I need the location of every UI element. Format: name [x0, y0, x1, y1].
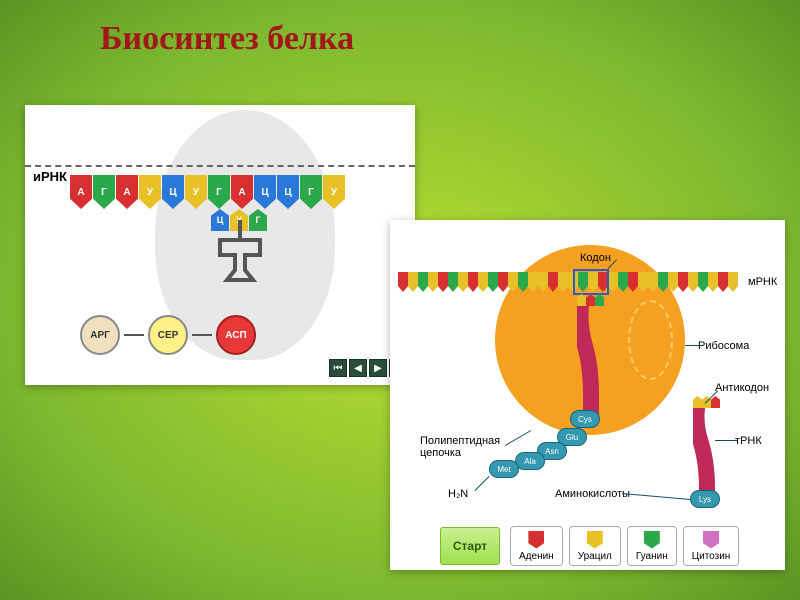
nav-button[interactable]: ◀ — [349, 359, 367, 377]
nucleotide-sm — [688, 272, 698, 292]
amino-acid-chain-left: АРГ СЕР АСП — [80, 315, 256, 355]
nucleotide-sm — [658, 272, 668, 292]
anticodon-nuc-sm — [711, 396, 720, 408]
line-poly — [505, 430, 531, 446]
legend-item: Урацил — [569, 526, 621, 566]
poly-amino-acid: Cys — [570, 410, 600, 428]
poly-amino-acid: Ala — [515, 452, 545, 470]
nucleotide-sm — [538, 272, 548, 292]
legend-bar: Старт Аденин Урацил Гуанин Цитозин — [440, 526, 779, 566]
label-anticodon: Антикодон — [715, 382, 769, 394]
anticodon-nuc-sm — [693, 396, 702, 408]
nucleotide-sm — [648, 272, 658, 292]
mrna-label-left: иРНК — [33, 169, 67, 184]
legend-label: Аденин — [519, 551, 554, 562]
nucleotide: Г — [208, 175, 230, 209]
legend-item: Цитозин — [683, 526, 740, 566]
label-codon: Кодон — [580, 252, 611, 264]
nucleotide-sm — [618, 272, 628, 292]
legend-item: Гуанин — [627, 526, 677, 566]
peptide-bond — [124, 334, 144, 336]
translation-panel-left: иРНК АГАУЦУГАЦЦГУ ЦУГ АРГСЕРАСП ⏮◀▶⏭ — [25, 105, 415, 385]
line-aa — [622, 493, 692, 500]
legend-swatch — [644, 531, 660, 549]
label-aminoacids: Аминокислоты — [555, 488, 630, 500]
page-title: Биосинтез белка — [100, 20, 354, 58]
nucleotide-sm — [498, 272, 508, 292]
nucleotide-sm — [548, 272, 558, 292]
nucleotide-sm — [678, 272, 688, 292]
nucleotide-sm — [718, 272, 728, 292]
codon-highlight — [573, 269, 609, 295]
nucleotide-sm — [668, 272, 678, 292]
nucleotide: Г — [93, 175, 115, 209]
nav-button[interactable]: ▶ — [369, 359, 387, 377]
nucleotide-sm — [408, 272, 418, 292]
nucleotide: А — [231, 175, 253, 209]
nucleotide: У — [185, 175, 207, 209]
line-ribosome — [685, 345, 700, 346]
nucleotide-sm — [418, 272, 428, 292]
amino-acid: АСП — [216, 315, 256, 355]
amino-acid: СЕР — [148, 315, 188, 355]
translation-panel-right: Кодон мРНК Рибосома Антикодон тРНК Полип… — [390, 220, 785, 570]
nucleotide-sm — [728, 272, 738, 292]
mrna-line — [25, 165, 415, 167]
nucleotide-sm — [628, 272, 638, 292]
legend-item: Аденин — [510, 526, 563, 566]
start-button[interactable]: Старт — [440, 527, 500, 565]
nucleotide: У — [139, 175, 161, 209]
line-trna — [715, 440, 737, 441]
nucleotide-sm — [528, 272, 538, 292]
nucleotide-sm — [608, 272, 618, 292]
nucleotide: Ц — [277, 175, 299, 209]
nucleotide: А — [116, 175, 138, 209]
anticodon-nuc-sm — [595, 294, 604, 306]
nucleotide-sm — [468, 272, 478, 292]
nucleotide-sm — [518, 272, 528, 292]
mrna-sequence-right — [398, 272, 738, 292]
nucleotide-sm — [398, 272, 408, 292]
nav-button[interactable]: ⏮ — [329, 359, 347, 377]
amino-acid: АРГ — [80, 315, 120, 355]
nucleotide-sm — [558, 272, 568, 292]
nucleotide-sm — [508, 272, 518, 292]
label-polypeptide: Полипептидная цепочка — [420, 435, 500, 459]
trna-in-ribosome — [577, 294, 605, 416]
label-mrna: мРНК — [748, 276, 777, 288]
nucleotide: У — [323, 175, 345, 209]
peptide-bond — [192, 334, 212, 336]
nucleotide-sm — [638, 272, 648, 292]
line-h2n — [475, 476, 490, 491]
free-amino-acid: Lys — [690, 490, 720, 508]
nucleotide: А — [70, 175, 92, 209]
nucleotide-sm — [488, 272, 498, 292]
trna-free — [693, 396, 721, 503]
poly-amino-acid: Met — [489, 460, 519, 478]
nucleotide: Ц — [254, 175, 276, 209]
legend-label: Урацил — [578, 551, 612, 562]
trna-shape-left — [205, 215, 275, 285]
legend-swatch — [703, 531, 719, 549]
legend-swatch — [587, 531, 603, 549]
nucleotide-sm — [458, 272, 468, 292]
nucleotide-sm — [428, 272, 438, 292]
legend-swatch — [528, 531, 544, 549]
mrna-sequence-left: АГАУЦУГАЦЦГУ — [70, 175, 345, 209]
label-trna: тРНК — [735, 435, 762, 447]
nucleotide-sm — [708, 272, 718, 292]
label-ribosome: Рибосома — [698, 340, 749, 352]
nucleotide: Ц — [162, 175, 184, 209]
legend-label: Гуанин — [636, 551, 668, 562]
nucleotide: Г — [300, 175, 322, 209]
nucleotide-sm — [438, 272, 448, 292]
label-h2n: H₂N — [448, 488, 468, 500]
anticodon-nuc-sm — [586, 294, 595, 306]
ribosome-exit-site — [628, 300, 673, 380]
nucleotide-sm — [698, 272, 708, 292]
anticodon-nuc-sm — [577, 294, 586, 306]
legend-label: Цитозин — [692, 551, 731, 562]
nucleotide-sm — [478, 272, 488, 292]
nucleotide-sm — [448, 272, 458, 292]
